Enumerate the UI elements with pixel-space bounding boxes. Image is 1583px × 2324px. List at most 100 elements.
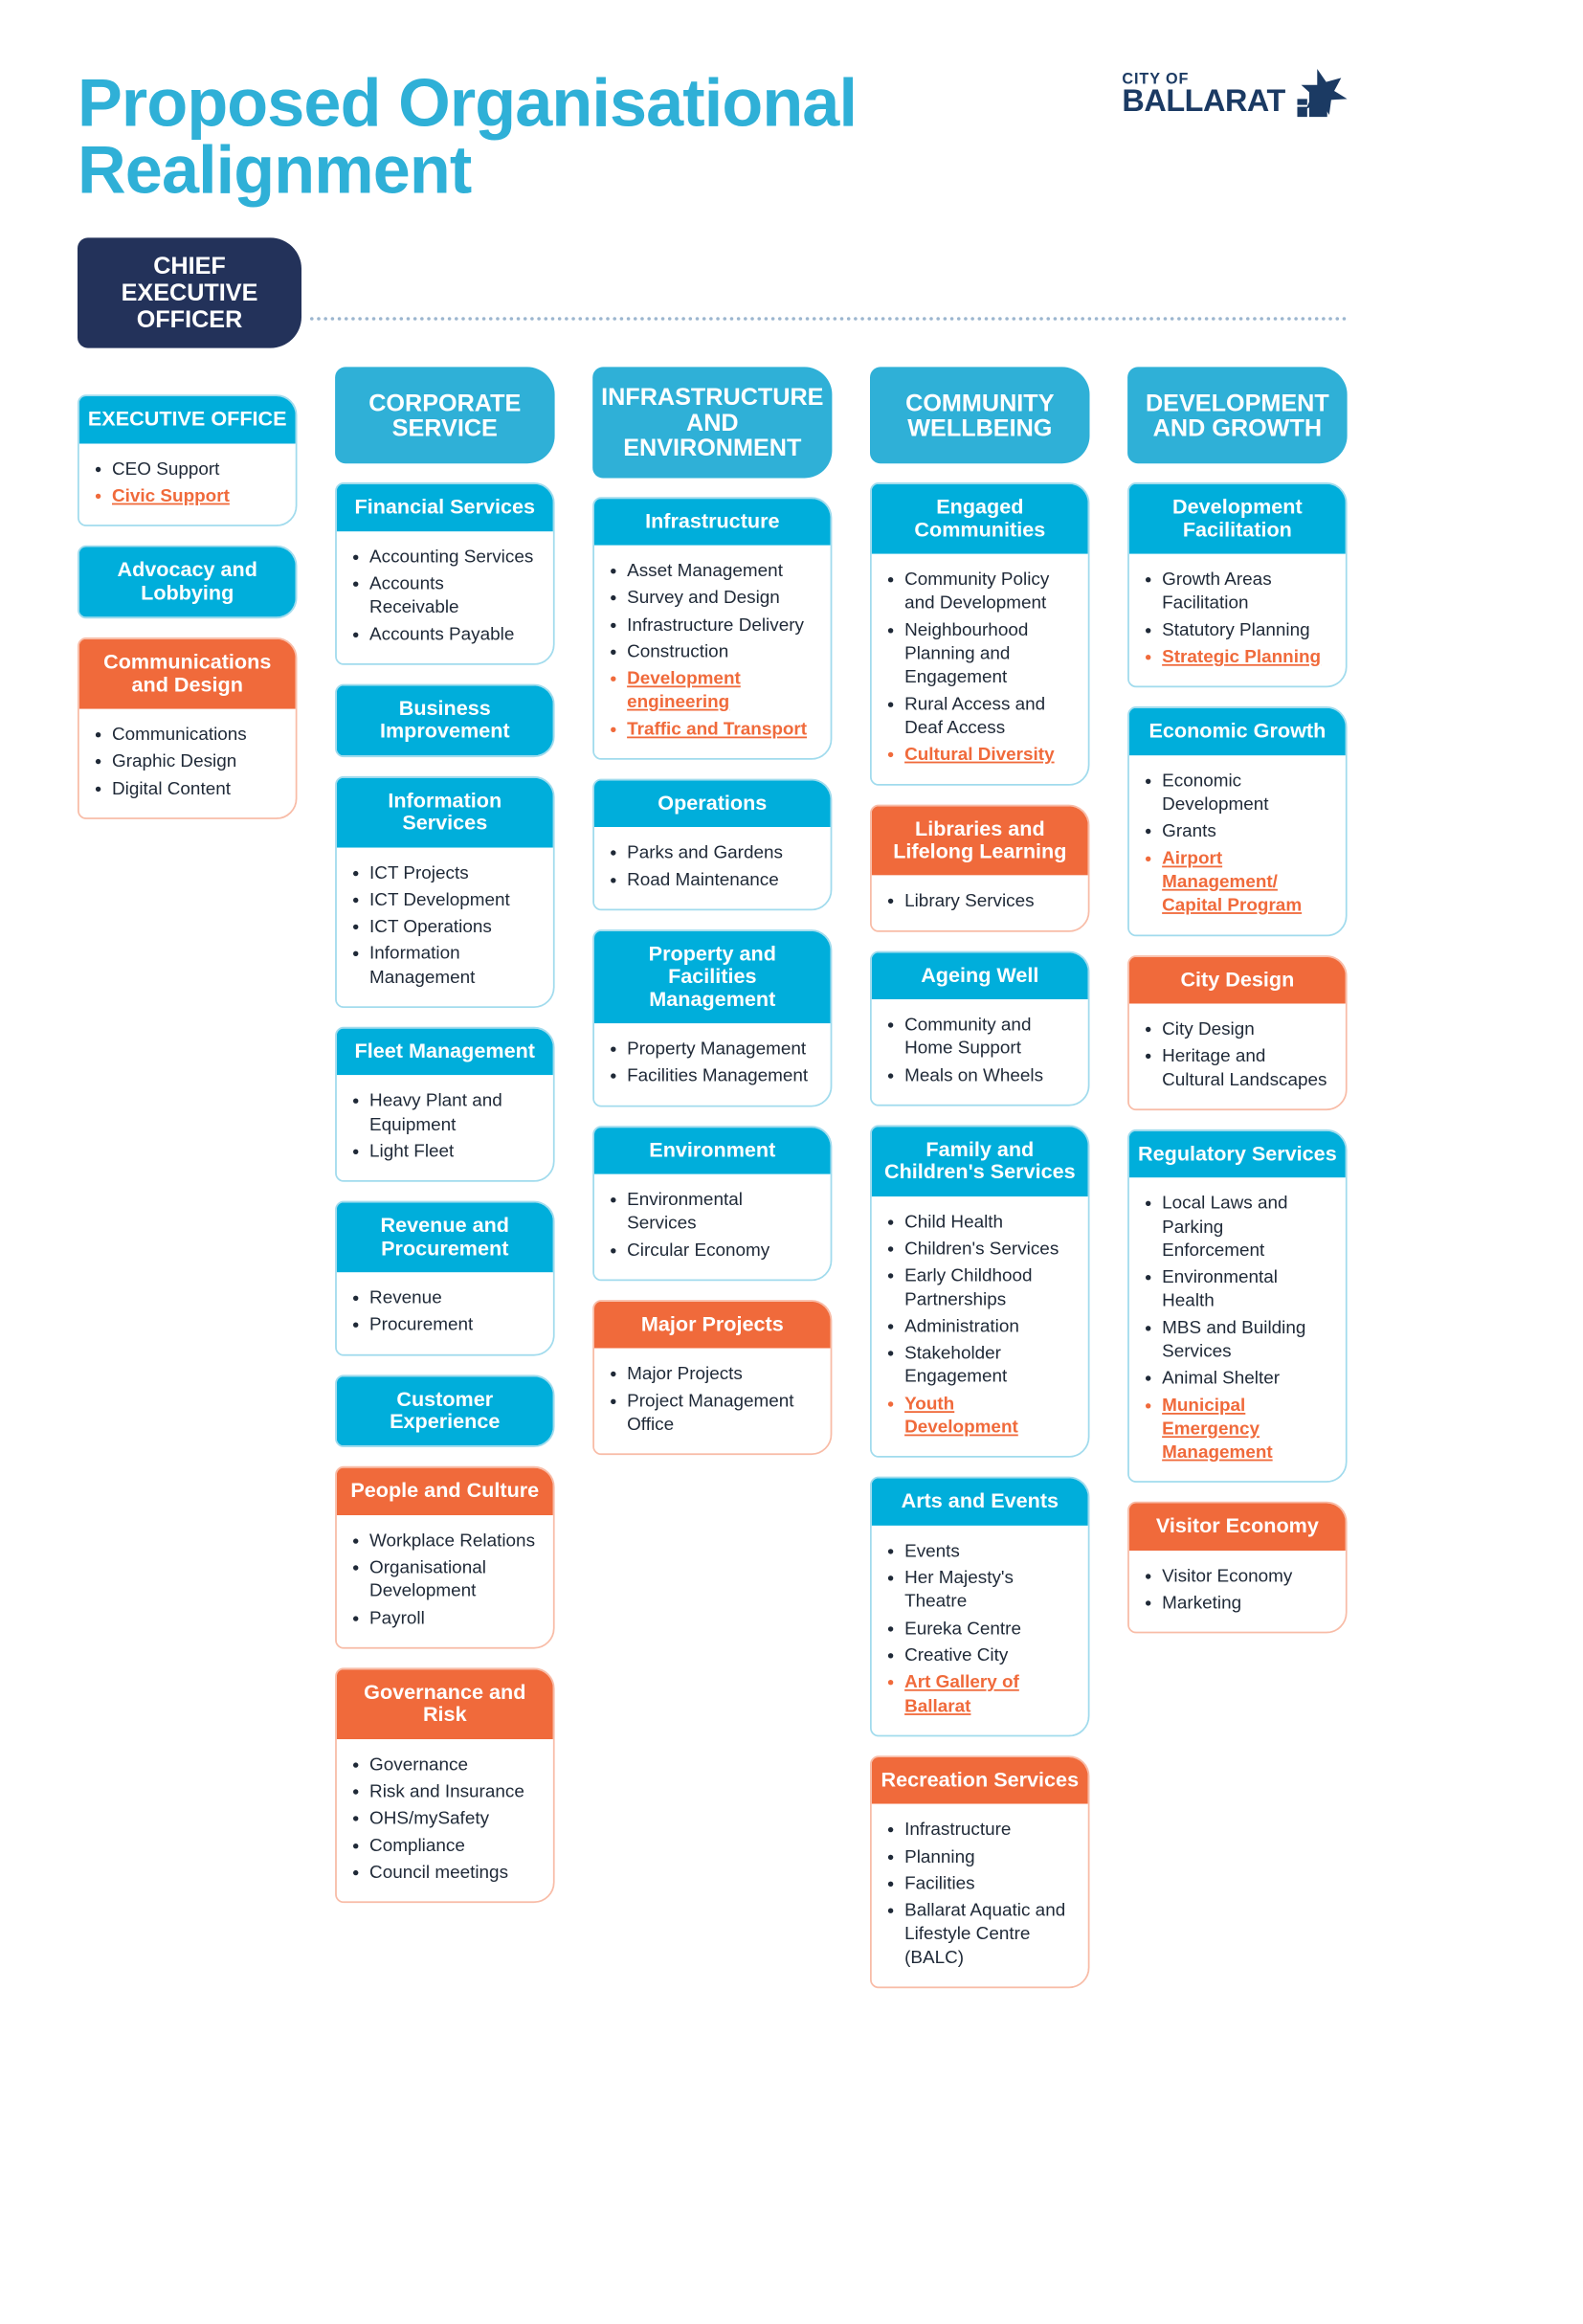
unit-body: RevenueProcurement <box>337 1272 553 1353</box>
unit-item: CEO Support <box>112 458 279 481</box>
unit-item: Municipal Emergency Management <box>1162 1394 1329 1464</box>
unit-item: Construction <box>627 640 814 664</box>
unit-item: Early Childhood Partnerships <box>904 1264 1072 1311</box>
unit-item: ICT Projects <box>369 861 537 885</box>
unit-title: Infrastructure <box>594 499 831 546</box>
unit-item: Grants <box>1162 819 1329 843</box>
unit-item-list: Accounting ServicesAccounts Receivable Ac… <box>352 546 537 646</box>
unit-item: Digital Content <box>112 776 279 800</box>
unit-item: Cultural Diversity <box>904 743 1072 767</box>
brand-star-icon <box>1297 69 1347 119</box>
unit-item: ICT Development <box>369 888 537 912</box>
unit-item: Procurement <box>369 1313 537 1337</box>
unit-item-list: CommunicationsGraphic DesignDigital Cont… <box>95 723 279 800</box>
brand-text: CITY OF BALLARAT <box>1122 72 1284 116</box>
unit-body: Environmental ServicesCircular Economy <box>594 1174 831 1280</box>
unit-item: Governance <box>369 1753 537 1777</box>
division-header: CORPORATE SERVICE <box>335 368 554 464</box>
ceo-node: CHIEF EXECUTIVE OFFICER <box>78 237 301 348</box>
unit-item: Strategic Planning <box>1162 645 1329 669</box>
unit-item: Community and Home Support <box>904 1013 1072 1060</box>
unit-item-list: Parks and GardensRoad Maintenance <box>610 841 814 892</box>
unit-card: Business Improvement <box>335 684 554 757</box>
unit-item-list: Heavy Plant and EquipmentLight Fleet <box>352 1089 537 1163</box>
unit-card: Ageing WellCommunity and Home SupportMea… <box>870 950 1089 1106</box>
unit-title: Libraries and Lifelong Learning <box>872 806 1088 876</box>
unit-card: Regulatory ServicesLocal Laws and Parkin… <box>1127 1129 1347 1484</box>
unit-card: Development FacilitationGrowth Areas Fac… <box>1127 482 1347 687</box>
unit-item: Creative City <box>904 1643 1072 1667</box>
unit-item-list: Environmental ServicesCircular Economy <box>610 1188 814 1262</box>
unit-title: Engaged Communities <box>872 484 1088 554</box>
unit-item: Animal Shelter <box>1162 1367 1329 1391</box>
unit-item-list: Economic Development Grants Airport Manage… <box>1145 769 1329 917</box>
unit-card: Revenue and ProcurementRevenueProcuremen… <box>335 1201 554 1355</box>
unit-item: Accounting Services <box>369 546 537 570</box>
unit-body: Library Services <box>872 876 1088 930</box>
unit-body: Growth Areas FacilitationStatutory Plann… <box>1129 554 1346 686</box>
unit-item: Communications <box>112 723 279 747</box>
unit-card: Visitor EconomyVisitor EconomyMarketing <box>1127 1502 1347 1634</box>
unit-item: Accounts Receivable <box>369 572 537 619</box>
unit-title: Major Projects <box>594 1302 831 1349</box>
unit-card: Arts and EventsEventsHer Majesty's Theat… <box>870 1477 1089 1736</box>
org-column: INFRASTRUCTURE AND ENVIRONMENT Infrastruc… <box>592 368 832 1456</box>
unit-item-list: Visitor EconomyMarketing <box>1145 1564 1329 1615</box>
page: Proposed Organisational Realignment CITY… <box>0 0 1425 2091</box>
division-header: INFRASTRUCTURE AND ENVIRONMENT <box>592 368 832 478</box>
unit-card: Governance and RiskGovernanceRisk and In… <box>335 1667 554 1903</box>
unit-body: Parks and GardensRoad Maintenance <box>594 827 831 908</box>
unit-title: Family and Children's Services <box>872 1127 1088 1196</box>
division-header: DEVELOPMENT AND GROWTH <box>1127 368 1347 464</box>
unit-card: Infrastructure Asset ManagementSurvey and… <box>592 497 832 760</box>
page-header: Proposed Organisational Realignment CITY… <box>78 69 1348 203</box>
org-chart: EXECUTIVE OFFICECEO SupportCivic Support… <box>78 368 1348 1988</box>
unit-title: Environment <box>594 1128 831 1174</box>
unit-body: Economic Development Grants Airport Manage… <box>1129 755 1346 934</box>
unit-item-list: Workplace RelationsOrganisational Develo… <box>352 1529 537 1629</box>
unit-item: Eureka Centre <box>904 1617 1072 1641</box>
unit-item: Economic Development <box>1162 769 1329 816</box>
unit-title: Property and Facilities Management <box>594 931 831 1023</box>
unit-item-list: Community and Home Support Meals on Wheel… <box>887 1013 1072 1086</box>
unit-item-list: Asset ManagementSurvey and DesignInfrast… <box>610 559 814 741</box>
unit-item-list: Child HealthChildren's ServicesEarly Chi… <box>887 1210 1072 1439</box>
brand-bottom: BALLARAT <box>1122 86 1284 116</box>
unit-item: Council meetings <box>369 1861 537 1885</box>
unit-item: ICT Operations <box>369 915 537 939</box>
division-header: COMMUNITY WELLBEING <box>870 368 1089 464</box>
unit-item-list: Growth Areas FacilitationStatutory Plann… <box>1145 568 1329 668</box>
unit-body: Accounting ServicesAccounts Receivable Ac… <box>337 531 553 663</box>
unit-item: Airport Management/ Capital Program <box>1162 846 1329 917</box>
unit-item: Risk and Insurance <box>369 1779 537 1803</box>
unit-title: Communications and Design <box>79 639 296 709</box>
unit-item: Accounts Payable <box>369 622 537 646</box>
unit-card: Customer Experience <box>335 1374 554 1447</box>
unit-item: Ballarat Aquatic and Lifestyle Centre (B… <box>904 1899 1072 1970</box>
unit-item-list: InfrastructurePlanningFacilitiesBallarat… <box>887 1818 1072 1969</box>
unit-body: CEO Support Civic Support <box>79 443 296 525</box>
unit-item: Civic Support <box>112 484 279 508</box>
unit-item: Environmental Health <box>1162 1265 1329 1312</box>
org-column: EXECUTIVE OFFICECEO SupportCivic Support… <box>78 368 297 819</box>
unit-item: Meals on Wheels <box>904 1063 1072 1087</box>
unit-card: Major ProjectsMajor ProjectsProject Mana… <box>592 1300 832 1455</box>
unit-item: Events <box>904 1539 1072 1563</box>
unit-card: Property and Facilities Management Proper… <box>592 929 832 1106</box>
unit-title: City Design <box>1129 956 1346 1003</box>
unit-title: Arts and Events <box>872 1479 1088 1526</box>
unit-item: Community Policy and Development <box>904 568 1072 615</box>
unit-item: Workplace Relations <box>369 1529 537 1553</box>
org-column: CORPORATE SERVICE Financial ServicesAccou… <box>335 368 554 1904</box>
unit-card: Financial ServicesAccounting ServicesAcc… <box>335 482 554 664</box>
unit-card: OperationsParks and GardensRoad Maintena… <box>592 779 832 911</box>
unit-card: Advocacy and Lobbying <box>78 546 297 618</box>
unit-card: Economic GrowthEconomic DevelopmentGrant… <box>1127 706 1347 936</box>
unit-title: Governance and Risk <box>337 1669 553 1739</box>
unit-item: Heavy Plant and Equipment <box>369 1089 537 1136</box>
unit-item: Information Management <box>369 942 537 989</box>
unit-item-list: Local Laws and Parking EnforcementEnviro… <box>1145 1192 1329 1464</box>
unit-item: Major Projects <box>627 1362 814 1386</box>
unit-item-list: Property ManagementFacilities Management <box>610 1038 814 1088</box>
unit-body: GovernanceRisk and InsuranceOHS/mySafety… <box>337 1739 553 1902</box>
